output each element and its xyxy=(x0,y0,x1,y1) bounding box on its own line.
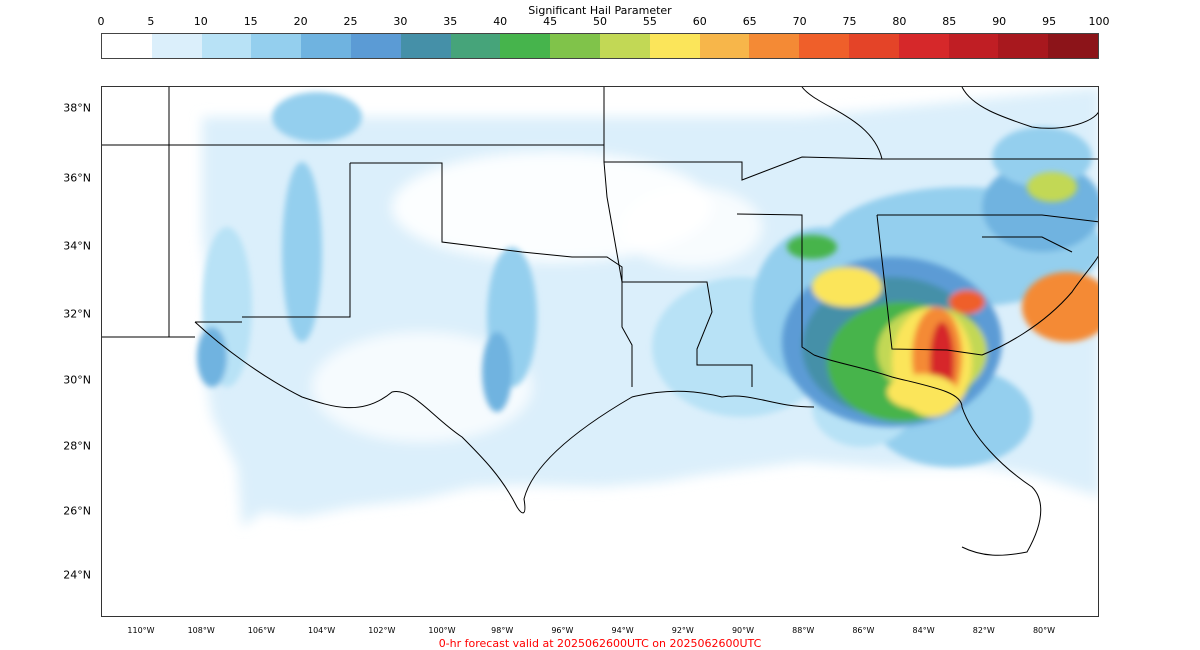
colorbar-segment xyxy=(350,34,401,58)
colorbar-segment xyxy=(749,34,800,58)
latitude-label: 36°N xyxy=(63,171,91,185)
colorbar-title: Significant Hail Parameter xyxy=(528,4,672,17)
state-boundaries xyxy=(102,87,1098,556)
colorbar-segment xyxy=(1048,34,1098,58)
latitude-label: 34°N xyxy=(63,239,91,253)
latitude-label: 32°N xyxy=(63,307,91,321)
colorbar-segment xyxy=(500,34,551,58)
longitude-label: 84°W xyxy=(912,626,935,635)
colorbar-segment xyxy=(699,34,750,58)
colorbar-tick-label: 60 xyxy=(692,15,707,28)
colorbar-tick-label: 20 xyxy=(293,15,308,28)
colorbar-tick-label: 75 xyxy=(842,15,857,28)
latitude-label: 38°N xyxy=(63,101,91,115)
longitude-label: 80°W xyxy=(1032,626,1056,635)
colorbar-tick-label: 10 xyxy=(193,15,208,28)
forecast-valid-time: 0-hr forecast valid at 2025062600UTC on … xyxy=(438,637,762,650)
longitude-label: 96°W xyxy=(551,626,574,635)
colorbar-tick-label: 100 xyxy=(1088,15,1110,28)
longitude-label: 104°W xyxy=(308,626,336,635)
colorbar-tick-label: 15 xyxy=(243,15,258,28)
colorbar xyxy=(101,33,1099,59)
colorbar-tick-label: 0 xyxy=(97,15,105,28)
colorbar-segment xyxy=(251,34,302,58)
longitude-label: 100°W xyxy=(428,626,456,635)
colorbar-tick-label: 50 xyxy=(593,15,607,28)
colorbar-tick-label: 5 xyxy=(147,15,155,28)
longitude-label: 90°W xyxy=(731,626,755,635)
longitude-label: 86°W xyxy=(852,626,875,635)
latitude-label: 28°N xyxy=(63,439,91,453)
map-frame xyxy=(101,86,1099,617)
colorbar-segment xyxy=(151,34,202,58)
latitude-label: 24°N xyxy=(63,568,91,582)
longitude-label: 92°W xyxy=(671,626,694,635)
colorbar-segment xyxy=(599,34,650,58)
colorbar-tick-label: 35 xyxy=(443,15,458,28)
longitude-label: 110°W xyxy=(127,626,155,635)
colorbar-segment xyxy=(898,34,949,58)
latitude-label: 26°N xyxy=(63,504,91,518)
colorbar-segment xyxy=(550,34,600,58)
longitude-label: 98°W xyxy=(491,626,514,635)
colorbar-tick-label: 65 xyxy=(742,15,757,28)
colorbar-tick-label: 90 xyxy=(992,15,1007,28)
colorbar-segment xyxy=(201,34,252,58)
colorbar-segment xyxy=(948,34,999,58)
colorbar-segment xyxy=(998,34,1049,58)
colorbar-segment xyxy=(649,34,700,58)
colorbar-tick-label: 70 xyxy=(792,15,807,28)
colorbar-tick-label: 95 xyxy=(1042,15,1057,28)
colorbar-tick-label: 80 xyxy=(892,15,907,28)
longitude-label: 102°W xyxy=(368,626,396,635)
colorbar-tick-label: 40 xyxy=(493,15,508,28)
colorbar-segment xyxy=(848,34,899,58)
colorbar-segment xyxy=(400,34,451,58)
longitude-label: 106°W xyxy=(247,626,275,635)
colorbar-tick-label: 45 xyxy=(543,15,558,28)
longitude-label: 108°W xyxy=(187,626,215,635)
colorbar-tick-label: 85 xyxy=(942,15,957,28)
colorbar-tick-label: 25 xyxy=(343,15,358,28)
colorbar-segment xyxy=(450,34,501,58)
longitude-label: 94°W xyxy=(611,626,634,635)
longitude-label: 88°W xyxy=(792,626,815,635)
colorbar-tick-label: 30 xyxy=(393,15,408,28)
colorbar-segment xyxy=(799,34,849,58)
longitude-label: 82°W xyxy=(972,626,995,635)
latitude-label: 30°N xyxy=(63,373,91,387)
colorbar-segment xyxy=(301,34,351,58)
colorbar-segment xyxy=(102,34,152,58)
hail-parameter-map xyxy=(102,87,1098,556)
colorbar-tick-label: 55 xyxy=(642,15,657,28)
